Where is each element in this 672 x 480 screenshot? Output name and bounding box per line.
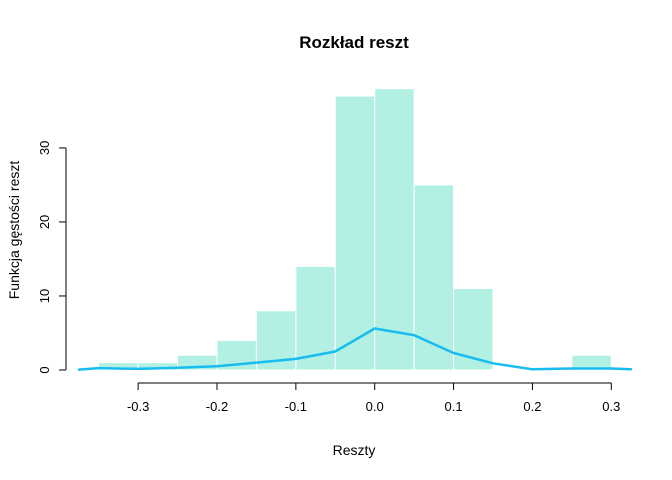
histogram-bar [453, 288, 494, 371]
y-tick-label: 20 [37, 215, 52, 229]
x-axis-label: Reszty [333, 442, 376, 458]
x-tick-label: 0.3 [602, 399, 620, 414]
x-tick-label: -0.2 [206, 399, 228, 414]
x-tick-label: 0.2 [523, 399, 541, 414]
histogram-bar [571, 354, 612, 371]
chart-title: Rozkład reszt [299, 33, 409, 52]
histogram-bar [413, 184, 455, 371]
histogram-bars [98, 88, 612, 371]
x-tick-label: 0.0 [366, 399, 384, 414]
histogram-bar [374, 88, 415, 371]
density-line [77, 327, 633, 371]
histogram-bar [334, 95, 376, 371]
y-axis-label: Funkcja gęstości reszt [6, 161, 22, 300]
x-axis: -0.3 -0.2 -0.1 0.0 0.1 0.2 0.3 [127, 382, 620, 414]
y-tick-label: 10 [37, 289, 52, 303]
x-tick-label: -0.3 [127, 399, 149, 414]
density-curve-group [77, 327, 633, 371]
x-tick-label: 0.1 [445, 399, 463, 414]
y-axis: 0 10 20 30 [37, 141, 67, 374]
y-tick-label: 30 [37, 141, 52, 155]
y-tick-label: 0 [37, 366, 52, 373]
x-tick-label: -0.1 [285, 399, 307, 414]
